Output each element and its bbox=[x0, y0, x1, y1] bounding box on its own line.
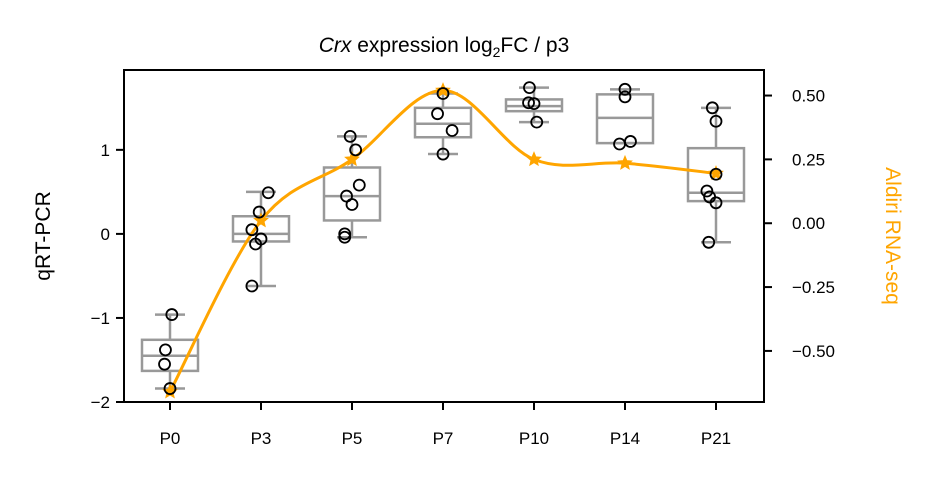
data-point-p5 bbox=[345, 198, 359, 211]
right-tick-label: 0.00 bbox=[792, 214, 825, 233]
box-plots bbox=[140, 86, 746, 390]
x-tick-label-p0: P0 bbox=[160, 429, 181, 448]
data-point-p0 bbox=[159, 343, 172, 357]
data-point-p3 bbox=[249, 237, 262, 251]
data-point-p3 bbox=[245, 223, 259, 237]
plot-area-frame bbox=[123, 69, 765, 403]
left-tick-label: −1 bbox=[91, 309, 110, 328]
box-p14 bbox=[595, 88, 655, 145]
x-tick-label-p7: P7 bbox=[433, 429, 454, 448]
box-p7 bbox=[413, 92, 473, 156]
chart-title: Crx expression log2FC / p3 bbox=[319, 34, 570, 60]
data-point-p21 bbox=[709, 167, 723, 181]
data-point-p10 bbox=[522, 96, 535, 110]
data-point-p21 bbox=[700, 184, 714, 198]
data-point-p7 bbox=[445, 124, 459, 137]
left-tick-label: 0 bbox=[101, 225, 110, 244]
x-tick-label-p5: P5 bbox=[342, 429, 363, 448]
data-point-p7 bbox=[436, 147, 450, 161]
data-point-p21 bbox=[709, 114, 723, 128]
box-iqr bbox=[413, 106, 473, 139]
x-tick-label-p21: P21 bbox=[701, 429, 731, 448]
rna-seq-marker-p3 bbox=[253, 212, 269, 228]
right-tick-label: −0.25 bbox=[792, 278, 835, 297]
left-y-axis-label: qRT-PCR bbox=[32, 191, 55, 280]
data-point-p5 bbox=[352, 178, 366, 192]
data-point-p10 bbox=[527, 97, 541, 111]
rna-seq-marker-p10 bbox=[526, 151, 542, 167]
right-y-axis: −0.50 −0.25 0.00 0.25 0.50 bbox=[764, 87, 835, 361]
x-tick-label-p14: P14 bbox=[610, 429, 640, 448]
x-tick-label-p3: P3 bbox=[251, 429, 272, 448]
left-tick-label: −2 bbox=[91, 393, 110, 412]
data-point-p3 bbox=[261, 186, 275, 200]
data-point-p21 bbox=[705, 101, 719, 115]
rna-seq-series bbox=[162, 82, 724, 399]
data-point-p5 bbox=[338, 230, 352, 244]
box-iqr bbox=[686, 146, 746, 203]
data-point-p5 bbox=[338, 227, 352, 241]
data-point-p3 bbox=[252, 205, 266, 219]
data-point-p21 bbox=[709, 196, 723, 210]
rna-seq-marker-p7 bbox=[435, 82, 451, 98]
data-point-p3 bbox=[245, 279, 259, 293]
title-subscript: 2 bbox=[493, 44, 501, 60]
data-point-p0 bbox=[158, 357, 171, 371]
svg-text:Crx expression log2FC / p3: Crx expression log2FC / p3 bbox=[319, 34, 570, 60]
x-axis: P0 P3 P5 P7 P10 P14 P21 bbox=[160, 402, 731, 448]
data-point-p14 bbox=[613, 137, 626, 151]
x-tick-label-p10: P10 bbox=[519, 429, 549, 448]
left-y-axis: −2 −1 0 1 bbox=[91, 141, 124, 412]
data-point-p0 bbox=[163, 382, 177, 395]
rna-seq-marker-p5 bbox=[344, 151, 360, 167]
right-tick-label: 0.50 bbox=[792, 87, 825, 106]
data-point-p0 bbox=[165, 308, 179, 321]
box-iqr bbox=[322, 166, 382, 222]
qrt-pcr-points bbox=[158, 81, 723, 395]
data-point-p14 bbox=[618, 82, 632, 96]
data-point-p7 bbox=[436, 87, 450, 100]
left-tick-label: 1 bbox=[101, 141, 110, 160]
right-tick-label: 0.25 bbox=[792, 150, 825, 169]
data-point-p10 bbox=[523, 81, 536, 95]
data-point-p21 bbox=[702, 235, 716, 249]
title-gene: Crx bbox=[319, 34, 353, 57]
data-point-p10 bbox=[530, 115, 544, 129]
title-middle: expression log bbox=[351, 34, 492, 57]
data-point-p14 bbox=[618, 90, 632, 104]
title-end: FC / p3 bbox=[500, 34, 569, 57]
data-point-p7 bbox=[431, 107, 444, 121]
right-y-axis-label: Aldiri RNA-seq bbox=[881, 167, 904, 305]
data-point-p5 bbox=[349, 143, 363, 157]
right-tick-label: −0.50 bbox=[792, 342, 835, 361]
data-point-p5 bbox=[343, 129, 357, 143]
data-point-p14 bbox=[624, 135, 637, 148]
rna-seq-marker-p14 bbox=[617, 154, 633, 170]
